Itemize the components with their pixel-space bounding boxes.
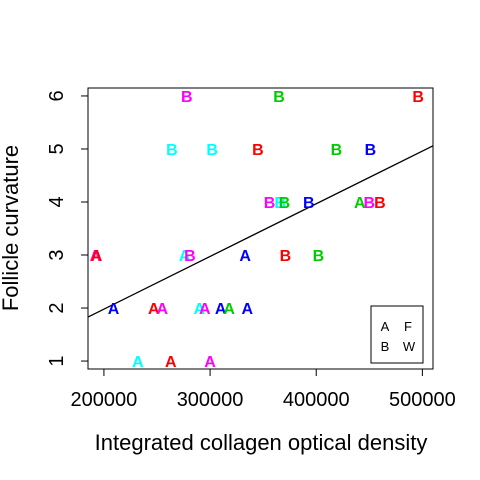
- legend-entry-a: A: [381, 319, 390, 334]
- data-point: B: [181, 89, 193, 106]
- legend-entry-f: F: [404, 319, 412, 334]
- y-tick-label: 2: [46, 302, 68, 313]
- y-tick-label: 6: [46, 90, 68, 101]
- legend-entry-b: B: [381, 339, 390, 354]
- x-tick-label: 500000: [389, 389, 456, 411]
- data-point: A: [204, 354, 216, 371]
- x-axis-title: Integrated collagen optical density: [95, 430, 428, 455]
- data-point: B: [206, 142, 218, 159]
- data-point: B: [273, 89, 285, 106]
- y-axis-title: Follicle curvature: [0, 145, 23, 311]
- data-point: B: [313, 248, 325, 265]
- data-point: B: [252, 142, 264, 159]
- legend: A F B W: [371, 306, 423, 363]
- y-tick-label: 3: [46, 249, 68, 260]
- data-point: B: [303, 195, 315, 212]
- legend-box: [371, 306, 423, 363]
- x-tick-label: 300000: [177, 389, 244, 411]
- data-point: A: [223, 301, 235, 318]
- data-point: A: [157, 301, 169, 318]
- data-point: A: [241, 301, 253, 318]
- data-point: B: [374, 195, 386, 212]
- data-point: A: [91, 248, 103, 265]
- data-point: A: [132, 354, 144, 371]
- y-tick-label: 1: [46, 355, 68, 366]
- y-tick-label: 4: [46, 196, 68, 207]
- data-point: A: [199, 301, 211, 318]
- x-axis: 200000 300000 400000 500000: [71, 369, 456, 411]
- data-point: A: [165, 354, 177, 371]
- y-axis: 1 2 3 4 5 6: [46, 90, 88, 366]
- data-point: B: [331, 142, 343, 159]
- data-point: B: [365, 142, 377, 159]
- x-tick-label: 200000: [71, 389, 138, 411]
- data-point: B: [412, 89, 424, 106]
- data-point: A: [239, 248, 251, 265]
- x-tick-label: 400000: [283, 389, 350, 411]
- data-point: A: [108, 301, 120, 318]
- legend-entry-w: W: [403, 339, 416, 354]
- y-tick-label: 5: [46, 143, 68, 154]
- regression-line: [88, 146, 433, 317]
- data-point: B: [166, 142, 178, 159]
- data-point: B: [279, 195, 291, 212]
- data-point: B: [280, 248, 292, 265]
- data-point: B: [184, 248, 196, 265]
